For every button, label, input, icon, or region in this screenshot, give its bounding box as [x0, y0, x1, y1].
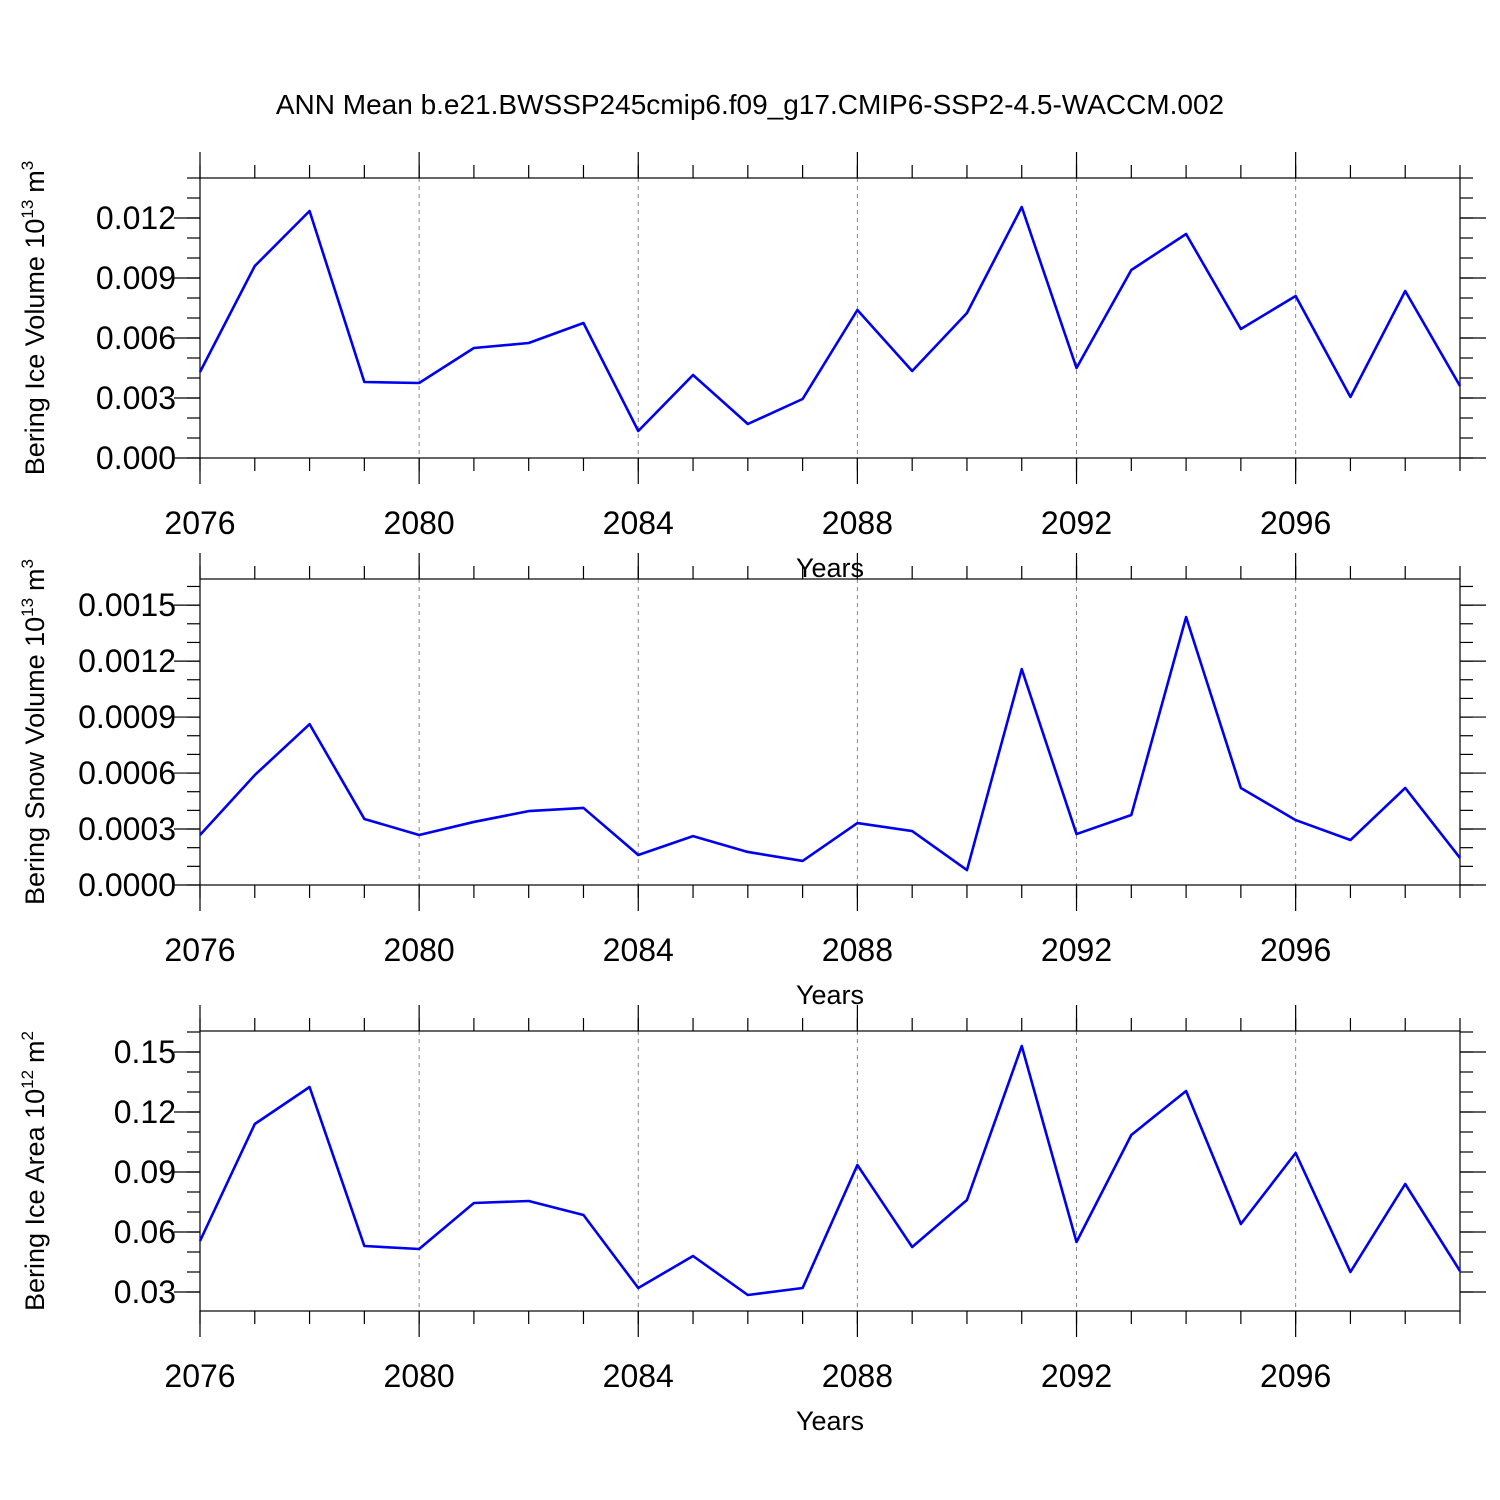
- y-tick-label: 0.0009: [78, 699, 176, 735]
- y-tick-label: 0.006: [96, 320, 176, 356]
- x-tick-label: 2088: [822, 932, 893, 968]
- y-tick-label: 0.03: [114, 1274, 176, 1310]
- x-tick-label: 2076: [164, 1358, 235, 1394]
- y-axis-label-unit: m: [20, 568, 50, 591]
- x-tick-label: 2080: [384, 932, 455, 968]
- x-tick-label: 2084: [603, 505, 674, 541]
- y-tick-label: 0.000: [96, 440, 176, 476]
- y-axis-label: Bering Ice Volume 1013 m3: [18, 161, 50, 476]
- x-axis-label: Years: [796, 980, 864, 1010]
- y-axis-label: Bering Snow Volume 1013 m3: [18, 559, 50, 905]
- plot-frame: [199, 578, 1461, 886]
- y-tick-label: 0.0012: [78, 643, 176, 679]
- y-tick-label: 0.0000: [78, 867, 176, 903]
- y-tick-label: 0.012: [96, 200, 176, 236]
- y-tick-label: 0.09: [114, 1154, 176, 1190]
- y-axis-label-unit-exponent: 2: [18, 1031, 37, 1040]
- y-axis-label-text: Bering Ice Area 10: [20, 1089, 50, 1311]
- data-line: [198, 1044, 1462, 1297]
- y-tick-label: 0.06: [114, 1214, 176, 1250]
- x-tick-label: 2096: [1260, 1358, 1331, 1394]
- y-axis-label: Bering Ice Area 1012 m2: [18, 1031, 50, 1311]
- x-tick-label: 2080: [384, 1358, 455, 1394]
- x-tick-label: 2092: [1041, 932, 1112, 968]
- x-tick-label: 2076: [164, 932, 235, 968]
- y-tick-label: 0.0003: [78, 811, 176, 847]
- x-tick-label: 2076: [164, 505, 235, 541]
- x-axis-label: Years: [796, 553, 864, 583]
- y-tick-label: 0.0015: [78, 587, 176, 623]
- figure-title: ANN Mean b.e21.BWSSP245cmip6.f09_g17.CMI…: [276, 89, 1224, 120]
- y-axis-label-exponent: 13: [18, 200, 37, 219]
- y-axis-label-exponent: 13: [18, 598, 37, 617]
- y-axis-label-text: Bering Snow Volume 10: [20, 617, 50, 905]
- x-tick-label: 2084: [603, 1358, 674, 1394]
- x-tick-label: 2092: [1041, 505, 1112, 541]
- x-tick-label: 2092: [1041, 1358, 1112, 1394]
- y-axis-label-unit-exponent: 3: [18, 559, 37, 568]
- y-axis-label-exponent: 12: [18, 1070, 37, 1089]
- x-tick-label: 2088: [822, 505, 893, 541]
- plot-frame: [199, 177, 1461, 459]
- x-tick-label: 2096: [1260, 932, 1331, 968]
- data-line: [198, 205, 1462, 433]
- x-tick-label: 2084: [603, 932, 674, 968]
- data-line: [199, 615, 1462, 872]
- plot-frame: [199, 1030, 1461, 1312]
- y-tick-label: 0.15: [114, 1034, 176, 1070]
- y-tick-label: 0.12: [114, 1094, 176, 1130]
- y-tick-label: 0.003: [96, 380, 176, 416]
- y-axis-label-text: Bering Ice Volume 10: [20, 219, 50, 476]
- x-axis-label: Years: [796, 1406, 864, 1436]
- y-axis-label-unit: m: [20, 170, 50, 193]
- y-tick-label: 0.0006: [78, 755, 176, 791]
- x-tick-label: 2080: [384, 505, 455, 541]
- y-axis-label-unit: m: [20, 1040, 50, 1063]
- y-axis-label-unit-exponent: 3: [18, 161, 37, 170]
- x-tick-label: 2096: [1260, 505, 1331, 541]
- x-tick-label: 2088: [822, 1358, 893, 1394]
- y-tick-label: 0.009: [96, 260, 176, 296]
